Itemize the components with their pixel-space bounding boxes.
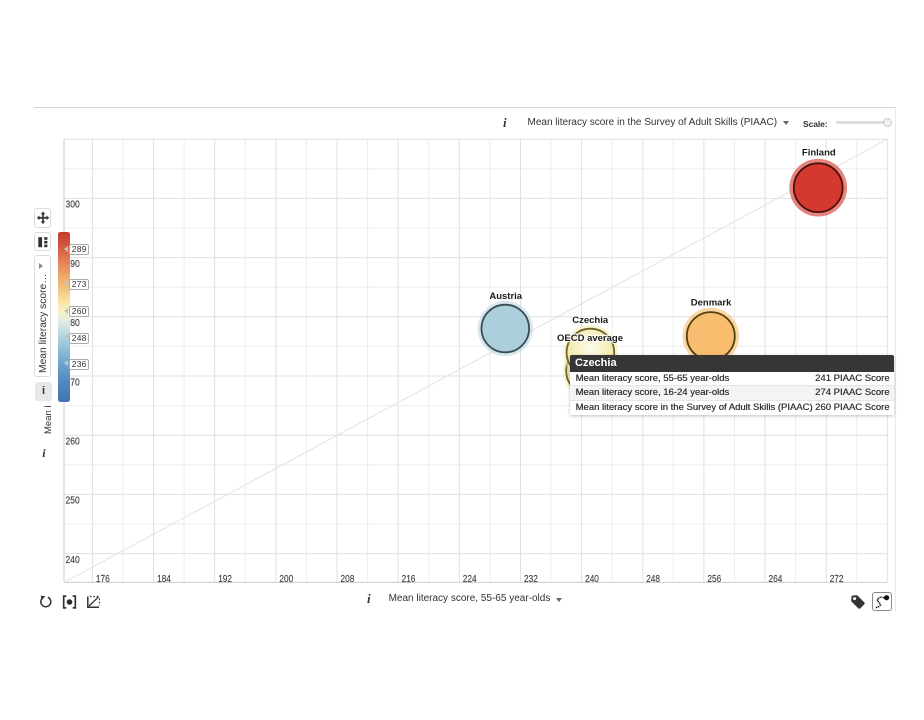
svg-text:Finland: Finland xyxy=(802,147,836,158)
svg-text:208: 208 xyxy=(341,574,355,585)
svg-text:290: 290 xyxy=(66,259,81,270)
svg-text:300: 300 xyxy=(66,200,81,211)
svg-text:250: 250 xyxy=(66,496,81,507)
svg-text:Czechia: Czechia xyxy=(572,315,609,326)
svg-text:270: 270 xyxy=(66,377,81,388)
svg-text:264: 264 xyxy=(769,574,783,585)
svg-text:260: 260 xyxy=(66,437,81,448)
svg-text:192: 192 xyxy=(218,574,232,585)
svg-text:Denmark: Denmark xyxy=(691,297,732,308)
svg-text:248: 248 xyxy=(646,574,660,585)
svg-text:176: 176 xyxy=(96,574,110,585)
svg-text:256: 256 xyxy=(707,574,721,585)
svg-text:184: 184 xyxy=(157,574,171,585)
svg-text:280: 280 xyxy=(66,318,81,329)
svg-text:Austria: Austria xyxy=(489,291,522,302)
svg-text:200: 200 xyxy=(279,574,293,585)
svg-text:216: 216 xyxy=(402,574,416,585)
svg-text:240: 240 xyxy=(66,555,81,566)
svg-text:OECD average: OECD average xyxy=(557,333,623,344)
svg-text:240: 240 xyxy=(585,574,599,585)
svg-text:224: 224 xyxy=(463,574,477,585)
svg-text:232: 232 xyxy=(524,574,538,585)
svg-text:272: 272 xyxy=(830,574,844,585)
